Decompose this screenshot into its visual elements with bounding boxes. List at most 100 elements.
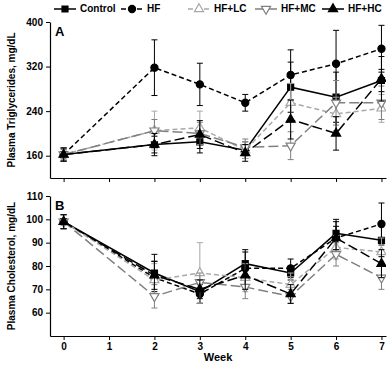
y-tick-label: 70 <box>32 284 44 295</box>
x-tick: 4 <box>243 336 249 352</box>
y-tick-mark <box>46 243 50 244</box>
y-axis: 160 240 320 400 <box>26 17 50 179</box>
x-tick-label: 4 <box>243 341 249 352</box>
y-tick: 100 <box>26 214 50 225</box>
x-tick <box>200 178 201 182</box>
error-bar <box>242 94 248 111</box>
line <box>64 49 382 155</box>
x-axis: 01234567 <box>51 336 387 352</box>
y-tick: 110 <box>27 191 50 202</box>
x-tick <box>336 178 337 182</box>
y-axis-line <box>50 197 51 337</box>
y-tick: 60 <box>32 307 50 318</box>
line <box>64 222 382 294</box>
x-tick-mark <box>109 178 110 182</box>
x-tick-mark <box>154 336 155 340</box>
x-tick <box>64 178 65 182</box>
x-tick <box>381 178 382 182</box>
legend-label: HF+MC <box>281 3 316 14</box>
y-tick-label: 160 <box>26 150 43 161</box>
line <box>64 103 382 155</box>
y-tick-label: 240 <box>26 106 43 117</box>
x-tick-mark <box>245 178 246 182</box>
plot-area <box>59 203 386 308</box>
legend-item: HF <box>121 3 160 14</box>
y-tick: 70 <box>32 284 50 295</box>
x-tick: 3 <box>198 336 204 352</box>
y-tick: 80 <box>32 261 50 272</box>
x-tick: 5 <box>288 336 294 352</box>
marker <box>241 148 250 156</box>
marker <box>150 139 159 147</box>
marker <box>59 216 68 224</box>
series <box>59 215 386 304</box>
y-tick-mark <box>46 219 50 220</box>
chart: 160240320400Plasma Triglycerides, mg/dLA… <box>0 0 392 366</box>
y-tick: 160 <box>26 150 50 161</box>
marker <box>150 294 159 302</box>
y-tick-label: 320 <box>26 61 43 72</box>
y-tick-label: 90 <box>32 237 44 248</box>
x-tick-mark <box>200 178 201 182</box>
x-tick <box>154 178 155 182</box>
x-tick-label: 1 <box>107 341 113 352</box>
y-tick-mark <box>46 111 50 112</box>
line <box>64 222 382 297</box>
x-tick-label: 3 <box>198 341 204 352</box>
legend-marker <box>194 4 203 12</box>
plot-area <box>59 25 386 161</box>
x-tick-mark <box>381 178 382 182</box>
marker <box>286 143 295 151</box>
marker <box>287 71 294 78</box>
legend-marker <box>128 5 135 12</box>
x-tick-mark <box>245 336 246 340</box>
x-tick: 1 <box>107 336 113 352</box>
marker <box>331 252 340 260</box>
y-axis: 60 70 80 90 100 110 <box>26 191 50 337</box>
panel: 160240320400Plasma Triglycerides, mg/dLA… <box>6 3 387 182</box>
legend-item: HF+MC <box>255 3 316 15</box>
x-tick-mark <box>291 178 292 182</box>
y-tick-mark <box>46 266 50 267</box>
legend-label: HF+HC <box>348 3 382 14</box>
marker <box>287 265 294 272</box>
y-tick-mark <box>46 22 50 23</box>
x-tick-mark <box>200 336 201 340</box>
line <box>64 79 382 155</box>
x-tick-label: 0 <box>61 341 67 352</box>
legend-marker <box>62 6 68 12</box>
y-tick: 400 <box>26 17 50 28</box>
marker <box>331 128 340 136</box>
series <box>59 57 386 162</box>
x-tick-mark <box>381 336 382 340</box>
x-tick <box>291 178 292 182</box>
x-tick-mark <box>336 178 337 182</box>
series <box>61 215 385 304</box>
y-tick-mark <box>46 289 50 290</box>
x-tick-label: 7 <box>379 341 385 352</box>
marker <box>332 60 339 67</box>
x-axis <box>51 178 387 182</box>
marker <box>241 270 250 278</box>
y-tick-mark <box>46 196 50 197</box>
marker <box>378 45 385 52</box>
y-tick-mark <box>46 156 50 157</box>
series <box>59 215 386 304</box>
legend-label: HF <box>147 3 160 14</box>
legend-label: HF+LC <box>214 3 247 14</box>
x-tick-mark <box>154 178 155 182</box>
x-axis-title: Week <box>204 351 233 363</box>
marker <box>331 233 340 241</box>
x-tick <box>245 178 246 182</box>
legend-label: Control <box>80 3 116 14</box>
legend-item: HF+HC <box>322 3 382 14</box>
panel-title: A <box>55 24 65 39</box>
y-tick-mark <box>46 313 50 314</box>
legend-marker <box>261 6 270 14</box>
line <box>64 222 382 285</box>
line <box>64 222 382 292</box>
error-bar <box>151 40 157 96</box>
y-tick-mark <box>46 67 50 68</box>
y-tick-label: 100 <box>26 214 43 225</box>
x-tick: 2 <box>152 336 158 352</box>
